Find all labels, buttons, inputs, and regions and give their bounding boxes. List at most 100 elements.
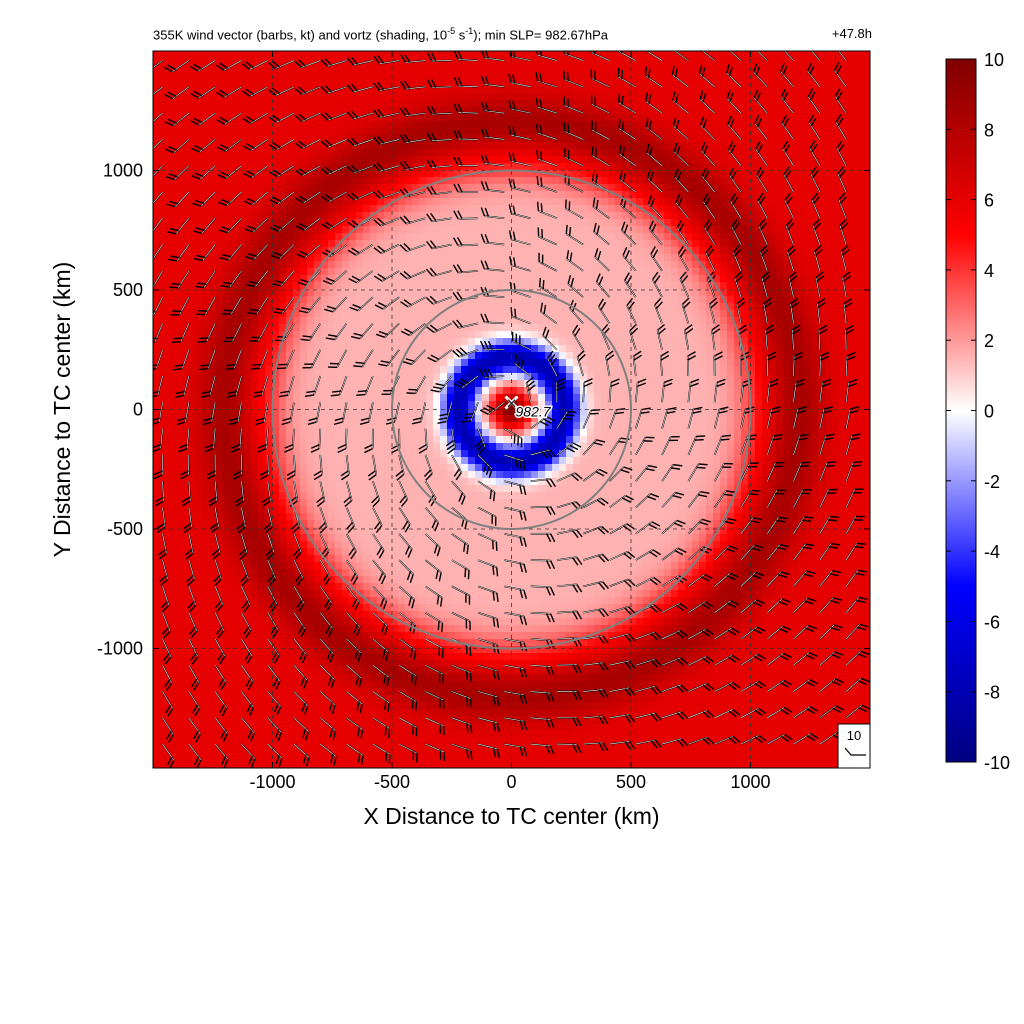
wind-barb [192,217,216,234]
wind-barb [835,114,847,140]
wind-barb [153,112,164,123]
wind-barb [792,570,816,587]
wind-barb [273,296,295,315]
wind-barb [618,119,637,141]
wind-barb [740,599,765,614]
wind-barb [461,402,479,423]
wind-barb [158,533,168,560]
wind-barb [635,549,661,561]
wind-barb [609,551,636,561]
wind-barb [792,489,812,508]
wind-barb [398,664,417,686]
wind-barb [399,161,426,171]
colorbar-tick-label: -6 [984,612,1000,632]
wind-barb [508,204,531,220]
wind-barb [766,516,788,535]
wind-barb [688,655,714,666]
wind-barb [635,493,660,509]
wind-barbs [153,51,870,768]
wind-barb [714,600,740,614]
wind-barb [343,480,353,508]
wind-barb [792,597,817,614]
wind-barb [556,690,582,700]
wind-barb [402,349,427,365]
wind-barb [240,717,255,742]
wind-barb [538,252,558,272]
wind-barb [504,506,527,521]
wind-barb [267,743,283,767]
wind-barb [700,142,716,167]
x-tick-label: -500 [374,772,410,792]
wind-barb [819,570,842,587]
wind-barb [536,51,558,62]
wind-barb [595,273,611,298]
wind-barb [736,297,746,324]
wind-barb [451,611,471,631]
wind-barb [322,270,348,285]
wind-barb [841,271,852,298]
wind-barb [677,245,690,272]
wind-barb [293,690,309,715]
wind-barb [766,706,793,719]
wind-barb [372,585,388,610]
wind-barb [740,571,765,587]
wind-barb [819,624,843,640]
wind-barb [425,664,444,684]
wind-barb [320,164,347,176]
wind-barb [296,243,321,259]
wind-barb [191,138,216,153]
wind-barb [307,402,322,426]
reference-barb [844,747,866,756]
wind-barb [635,436,655,456]
y-axis-label: Y Distance to TC center (km) [49,262,75,558]
wind-barb [671,65,689,88]
wind-barb [477,611,500,628]
wind-barb [316,481,326,507]
wind-barb [504,664,528,678]
wind-barb [319,690,336,714]
wind-barb [398,585,415,609]
wind-barb [766,598,791,614]
wind-barb [687,628,714,640]
wind-barb [235,481,245,507]
wind-barb [661,463,683,482]
wind-barb [590,69,610,88]
wind-barb [237,507,247,534]
wind-barb [268,138,295,151]
wind-barb [304,375,322,397]
wind-barb [445,428,456,455]
wind-barb [194,270,216,289]
wind-barb [759,245,769,272]
wind-barb [267,612,279,638]
wind-barb [347,243,374,256]
wind-barb [673,142,689,167]
wind-barb [686,351,697,377]
wind-barb [199,349,216,371]
wind-barb [231,428,243,453]
wind-barb [345,559,359,585]
wind-barb [206,454,216,480]
wind-barb [650,246,663,272]
wind-barb [264,507,274,534]
wind-barb [766,625,792,640]
wind-barb [426,159,452,169]
wind-barb [714,627,740,640]
wind-barb [480,260,505,272]
wind-barb [713,462,734,482]
wind-barb [535,98,558,114]
wind-barb [752,63,768,88]
wind-barb [164,86,190,100]
wind-barb [812,218,822,245]
wind-barb [845,596,868,614]
wind-barb [687,463,708,482]
wind-barb [661,547,687,561]
wind-barb [845,378,858,403]
wind-barb [508,178,531,193]
wind-barb [259,454,270,480]
wind-barb [556,529,583,539]
wind-barb [705,245,716,272]
wind-barb [188,743,202,768]
wind-barb [310,428,322,453]
wind-barb [609,494,634,509]
wind-barb [373,190,400,200]
